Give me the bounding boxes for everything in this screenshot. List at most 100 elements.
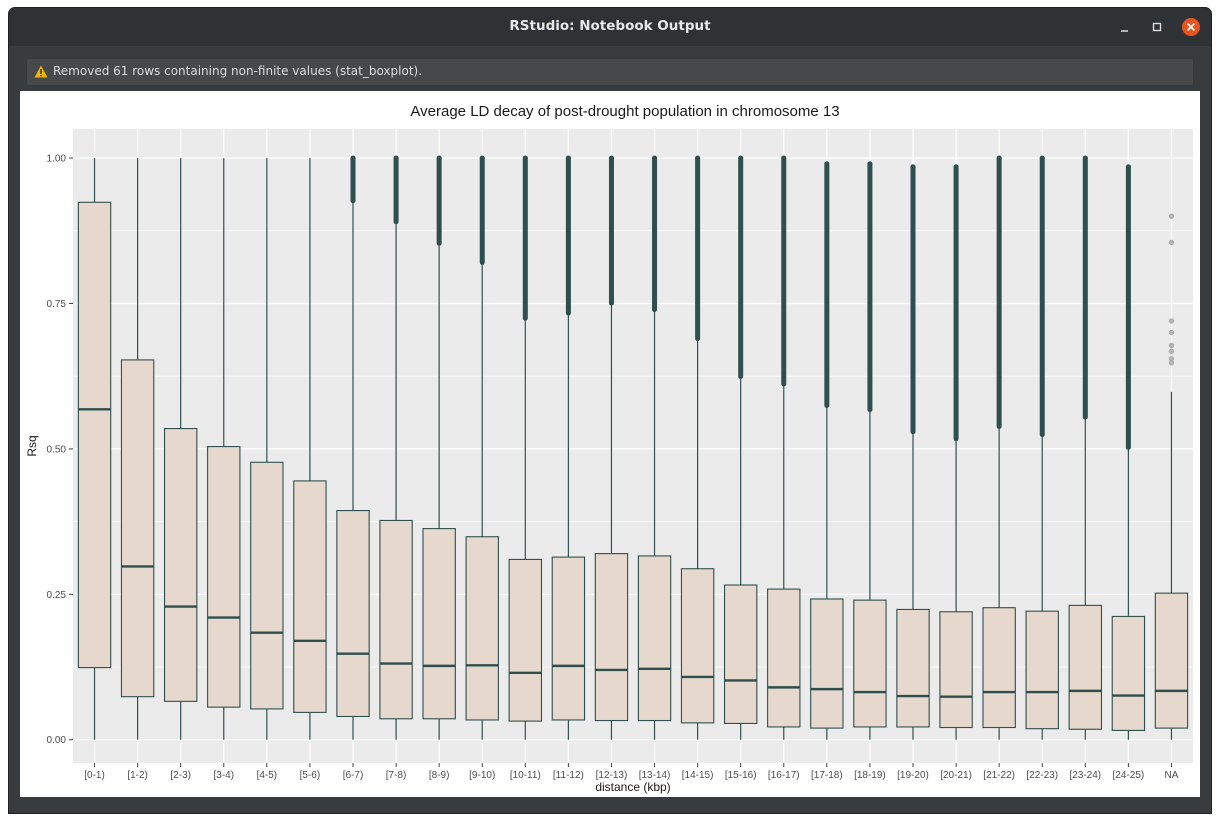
box bbox=[508, 558, 543, 722]
na-outlier-point bbox=[1168, 360, 1175, 366]
outlier-point bbox=[436, 155, 442, 161]
x-tick-label: [17-18) bbox=[811, 770, 843, 781]
y-tick-label: 0.25 bbox=[47, 590, 67, 601]
na-outlier-point bbox=[1168, 348, 1175, 354]
outlier-point bbox=[1082, 155, 1088, 161]
x-tick-label: [16-17) bbox=[768, 770, 800, 781]
x-tick-label: [19-20) bbox=[897, 770, 929, 781]
box bbox=[551, 556, 586, 721]
outlier-point bbox=[1039, 155, 1045, 161]
chart-title: Average LD decay of post-drought populat… bbox=[410, 103, 839, 120]
outlier-point bbox=[695, 155, 701, 161]
x-tick-label: [10-11) bbox=[510, 770, 541, 781]
x-tick-label: [20-21) bbox=[940, 770, 972, 781]
box bbox=[767, 588, 801, 728]
box bbox=[594, 553, 629, 722]
maximize-icon bbox=[1152, 22, 1162, 32]
x-tick-label: [13-14) bbox=[639, 770, 671, 781]
na-outlier-point bbox=[1168, 239, 1175, 246]
x-tick-label: NA bbox=[1165, 770, 1179, 781]
box bbox=[1154, 592, 1189, 729]
box bbox=[250, 461, 284, 710]
x-tick-label: [1-2) bbox=[127, 770, 148, 781]
x-tick-label: [6-7) bbox=[343, 770, 364, 781]
outlier-point bbox=[996, 155, 1002, 161]
outlier-point bbox=[522, 155, 528, 161]
box bbox=[810, 598, 844, 729]
close-button[interactable] bbox=[1181, 17, 1201, 37]
y-tick-label: 1.00 bbox=[47, 154, 67, 165]
box bbox=[1025, 610, 1059, 730]
notebook-output-window: RStudio: Notebook Output Removed 61 rows… bbox=[9, 8, 1211, 813]
na-outlier-point bbox=[1168, 318, 1175, 324]
y-tick-label: 0.50 bbox=[47, 444, 67, 455]
na-outlier-point bbox=[1168, 342, 1175, 349]
x-tick-label: [12-13) bbox=[596, 770, 628, 781]
outlier-point bbox=[867, 161, 873, 167]
x-tick-label: [21-22) bbox=[983, 770, 1015, 781]
x-tick-label: [18-19) bbox=[854, 770, 886, 781]
box bbox=[465, 536, 499, 721]
title-bar[interactable]: RStudio: Notebook Output bbox=[9, 8, 1211, 46]
x-axis-label: distance (kbp) bbox=[595, 780, 670, 794]
na-outlier-point bbox=[1168, 213, 1175, 219]
box bbox=[1068, 604, 1103, 730]
close-icon bbox=[1182, 18, 1200, 36]
box bbox=[120, 359, 155, 698]
boxplot-chart: 0.00 0.25 0.50 0.75 1.00 [0-1) [1-2) [2-3) [3-4)… bbox=[25, 103, 1193, 794]
box bbox=[896, 608, 930, 728]
box bbox=[336, 510, 370, 718]
outlier-point bbox=[738, 155, 744, 161]
warning-icon bbox=[34, 65, 48, 78]
outlier-point bbox=[781, 155, 787, 161]
x-tick-label: [7-8) bbox=[386, 770, 407, 781]
box bbox=[422, 528, 456, 720]
outlier-point bbox=[393, 155, 399, 161]
box bbox=[1111, 615, 1146, 731]
box bbox=[723, 584, 758, 724]
minimize-icon bbox=[1121, 30, 1128, 32]
outlier-point bbox=[651, 155, 658, 161]
x-tick-label: [11-12) bbox=[553, 770, 584, 781]
x-tick-label: [0-1) bbox=[84, 770, 105, 781]
x-tick-label: [3-4) bbox=[213, 770, 234, 781]
outlier-point bbox=[479, 155, 485, 161]
box bbox=[77, 201, 112, 669]
x-tick-label: [5-6) bbox=[300, 770, 321, 781]
box bbox=[853, 599, 887, 728]
box bbox=[293, 480, 327, 713]
outlier-point bbox=[910, 164, 916, 170]
box bbox=[680, 568, 715, 724]
plot-area: 0.00 0.25 0.50 0.75 1.00 [0-1) [1-2) [2-3) [3-4)… bbox=[20, 91, 1200, 797]
y-tick-label: 0.00 bbox=[47, 735, 67, 746]
outlier-point bbox=[824, 161, 830, 167]
y-axis-label: Rsq bbox=[25, 435, 39, 456]
outlier-point bbox=[565, 155, 571, 161]
x-tick-label: [14-15) bbox=[682, 770, 714, 781]
x-tick-label: [23-24) bbox=[1069, 770, 1101, 781]
x-tick-label: [9-10) bbox=[469, 770, 495, 781]
x-tick-label: [2-3) bbox=[170, 770, 191, 781]
minimize-button[interactable] bbox=[1115, 17, 1135, 37]
warning-bar: Removed 61 rows containing non-finite va… bbox=[27, 59, 1193, 85]
box bbox=[982, 607, 1016, 729]
outlier-point bbox=[953, 164, 959, 170]
box bbox=[379, 519, 413, 720]
box bbox=[939, 611, 973, 729]
x-tick-label: [22-23) bbox=[1026, 770, 1058, 781]
outlier-point bbox=[1125, 164, 1131, 170]
x-tick-label: [4-5) bbox=[257, 770, 278, 781]
na-outlier-point bbox=[1168, 329, 1175, 336]
x-tick-label: [24-25) bbox=[1113, 770, 1145, 781]
window-title: RStudio: Notebook Output bbox=[509, 18, 711, 34]
x-tick-label: [8-9) bbox=[429, 770, 450, 781]
y-tick-label: 0.75 bbox=[47, 299, 67, 310]
outlier-point bbox=[608, 155, 615, 161]
box bbox=[163, 428, 198, 702]
maximize-button[interactable] bbox=[1147, 17, 1167, 37]
box bbox=[637, 555, 672, 722]
box bbox=[207, 446, 241, 708]
outlier-point bbox=[350, 155, 356, 161]
warning-message: Removed 61 rows containing non-finite va… bbox=[53, 64, 423, 78]
plot-panel bbox=[73, 129, 1193, 763]
